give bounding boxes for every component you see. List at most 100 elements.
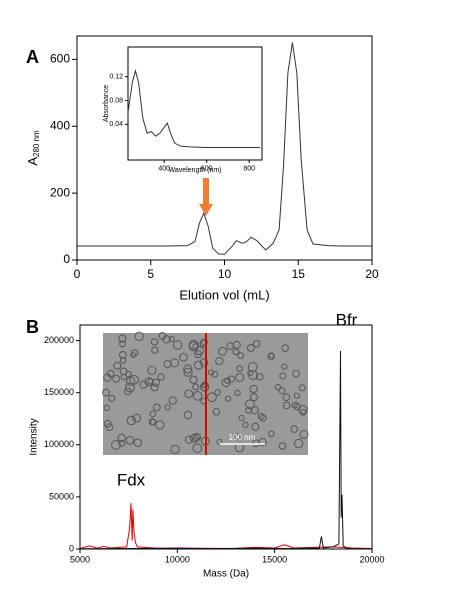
particle: [168, 336, 175, 343]
particle: [179, 353, 188, 362]
particle: [214, 389, 221, 396]
particle: [163, 360, 172, 369]
particle: [216, 438, 223, 446]
y-tick-label: 200: [50, 185, 70, 199]
y-tick-label: 0.12: [109, 74, 123, 81]
y-tick-label: 0.04: [109, 121, 123, 128]
particle: [282, 393, 291, 402]
particle: [226, 342, 234, 350]
particle: [147, 378, 154, 385]
x-tick-label: 600: [201, 165, 213, 172]
y-tick-label: 600: [50, 52, 70, 66]
particle: [299, 409, 307, 416]
x-tick-label: 5000: [70, 555, 90, 565]
x-tick-label: 400: [158, 165, 170, 172]
particle: [235, 372, 245, 382]
particle: [251, 422, 260, 431]
particle: [130, 349, 139, 357]
particle: [249, 384, 258, 394]
particle: [139, 380, 148, 389]
y-tick-label: 0.08: [109, 97, 123, 104]
x-tick-label: 5: [147, 267, 154, 281]
particle: [298, 384, 306, 392]
particle: [234, 442, 245, 453]
particle: [157, 373, 165, 381]
particle: [282, 401, 291, 410]
x-axis-label: Mass (Da): [203, 569, 249, 580]
arrow: [199, 178, 213, 216]
particle: [279, 372, 287, 380]
particle: [150, 383, 159, 392]
x-tick-label: 20000: [359, 555, 384, 565]
particle: [183, 367, 193, 377]
particle: [119, 340, 126, 348]
particle: [129, 374, 140, 385]
particle: [232, 348, 240, 356]
particle: [268, 430, 275, 438]
particle: [152, 403, 161, 412]
particle: [227, 375, 236, 383]
particle: [172, 340, 183, 350]
x-tick-label: 0: [74, 267, 81, 281]
particle: [151, 346, 159, 354]
particle: [200, 338, 208, 346]
particle: [192, 391, 203, 401]
particle: [158, 332, 167, 340]
particle: [193, 360, 204, 370]
spectrum-line: [79, 503, 373, 549]
y-tick-label: 200000: [44, 335, 74, 345]
particle: [103, 373, 112, 382]
particle: [194, 350, 203, 359]
particle: [281, 344, 289, 352]
x-tick-label: 10: [218, 267, 232, 281]
particle: [252, 439, 260, 448]
particle: [192, 383, 200, 391]
x-axis-label: Wavelength (nm): [168, 167, 221, 174]
particle: [148, 418, 156, 426]
panel-label: A: [26, 47, 39, 67]
particle: [123, 387, 132, 396]
particle: [256, 373, 264, 381]
particle: [246, 344, 255, 352]
particle: [125, 382, 135, 393]
particle: [267, 353, 275, 361]
trace-line: [77, 42, 372, 255]
particle: [105, 423, 114, 432]
particle: [200, 383, 209, 392]
x-tick-label: 10000: [165, 555, 190, 565]
particle: [274, 384, 282, 391]
particle: [120, 373, 127, 381]
y-tick-label: 0: [69, 543, 74, 553]
particle: [184, 389, 194, 399]
particle: [233, 433, 241, 441]
particle: [278, 387, 286, 395]
particle: [245, 399, 255, 410]
particle: [252, 339, 261, 348]
particle: [147, 365, 157, 375]
particle: [189, 375, 198, 384]
trace-line: [127, 68, 260, 148]
particle: [290, 425, 299, 433]
particle: [113, 361, 122, 370]
particle: [199, 358, 209, 367]
particle: [247, 370, 254, 377]
particle: [150, 338, 159, 346]
particle: [119, 357, 127, 364]
particle: [293, 438, 304, 449]
particle: [170, 444, 180, 455]
scale-bar-label: 100 nm: [229, 433, 256, 442]
x-tick-label: 20: [365, 267, 379, 281]
particle: [242, 421, 249, 429]
particle: [134, 331, 144, 342]
particle: [183, 410, 193, 420]
y-axis-label: Intensity: [29, 418, 40, 455]
particle: [164, 404, 171, 411]
particle: [245, 406, 253, 414]
particle: [215, 356, 224, 366]
y-label-sub: 280 nm: [32, 130, 41, 157]
x-axis-label: Elution vol (mL): [179, 287, 269, 302]
particle: [291, 401, 299, 409]
particle: [299, 429, 309, 439]
y-tick-label: 50000: [49, 491, 74, 501]
